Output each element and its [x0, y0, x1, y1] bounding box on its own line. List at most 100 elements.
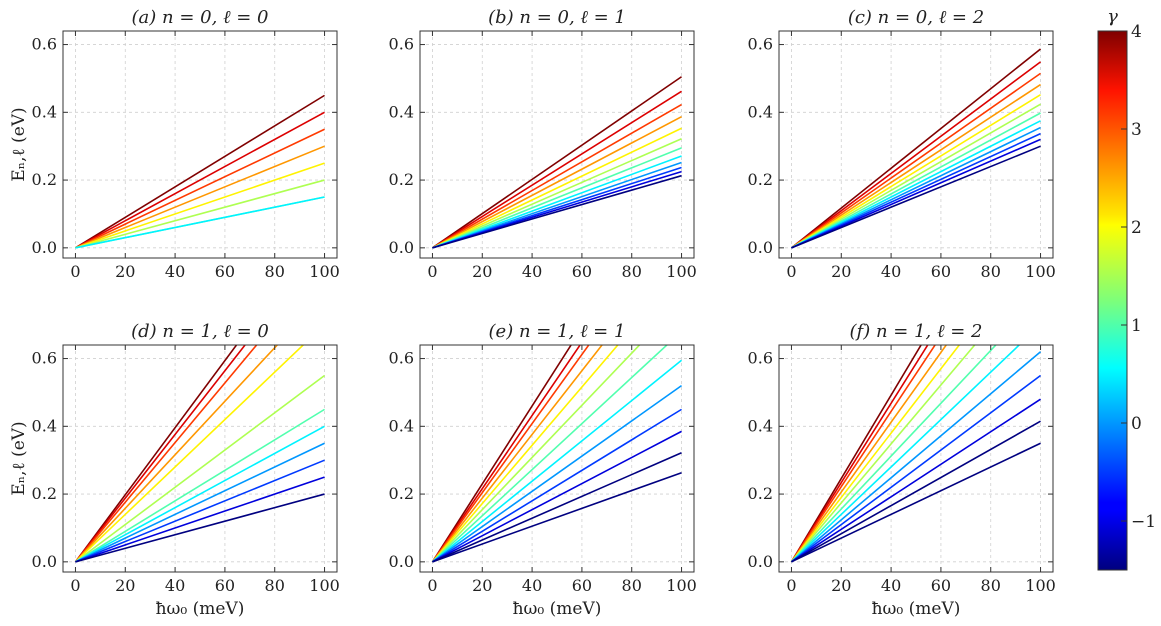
series-line	[790, 345, 922, 563]
axes-frame	[419, 30, 695, 259]
panel-title: (a) n = 0, ℓ = 0	[132, 7, 269, 28]
series-line	[790, 48, 1042, 249]
y-tick-label: 0.2	[32, 170, 57, 189]
series-line	[431, 345, 641, 563]
series-line	[790, 345, 948, 563]
series-line	[791, 112, 1041, 249]
y-tick-label: 0.4	[389, 416, 414, 435]
series-line	[432, 76, 682, 249]
x-tick-label: 0	[427, 576, 437, 595]
x-tick-label: 60	[931, 262, 951, 281]
y-tick-label: 0.0	[389, 238, 414, 257]
x-tick-label: 20	[472, 576, 492, 595]
series-line	[431, 345, 573, 563]
y-tick-label: 0.4	[748, 416, 773, 435]
x-tick-label: 80	[622, 576, 642, 595]
x-tick-label: 100	[1025, 262, 1056, 281]
x-axis-label: ħω₀ (meV)	[872, 599, 961, 619]
series-line	[432, 408, 682, 563]
panel-e: 0 20 40 60 80 100 0.0 0.2 0.4 0.6 (e) n = 1, ℓ = 1…	[389, 321, 697, 619]
series-line	[75, 179, 325, 249]
x-tick-label: 80	[622, 262, 642, 281]
x-tick-label: 80	[981, 576, 1001, 595]
series-line	[432, 138, 682, 249]
series-line	[790, 345, 976, 563]
series-line	[74, 345, 258, 563]
y-tick-label: 0.0	[748, 552, 773, 571]
series-line	[432, 471, 682, 563]
series-line	[432, 430, 682, 563]
y-tick-label: 0.0	[389, 552, 414, 571]
series-line	[75, 459, 325, 563]
series-line	[75, 425, 325, 563]
series-line	[790, 345, 937, 563]
x-tick-label: 20	[115, 262, 135, 281]
x-tick-label: 100	[666, 576, 697, 595]
series-line	[74, 345, 279, 563]
series-line	[432, 452, 682, 563]
panel-a: 0 20 40 60 80 100 0.0 0.2 0.4 0.6 (a) n = 0, ℓ = 0…	[9, 7, 340, 281]
series-line	[75, 493, 325, 563]
series-line	[75, 128, 325, 249]
y-tick-label: 0.2	[389, 170, 414, 189]
axes-frame	[419, 344, 695, 573]
x-tick-label: 40	[165, 262, 185, 281]
series-line	[431, 385, 683, 563]
series-line	[75, 162, 325, 249]
panel-c: 0 20 40 60 80 100 0.0 0.2 0.4 0.6 (c) n = 0, ℓ = 2	[748, 7, 1056, 281]
series-line	[74, 374, 326, 563]
panel-title: (f) n = 1, ℓ = 2	[850, 321, 983, 342]
x-tick-label: 0	[786, 576, 796, 595]
series-line	[791, 126, 1041, 249]
series-line	[431, 345, 669, 563]
y-tick-label: 0.2	[32, 484, 57, 503]
x-tick-label: 0	[427, 262, 437, 281]
series-line	[791, 103, 1041, 249]
x-tick-label: 100	[309, 262, 340, 281]
series-line	[75, 408, 325, 563]
y-tick-label: 0.6	[389, 349, 414, 368]
series-group	[790, 345, 1042, 563]
series-line	[432, 90, 682, 249]
colorbar-label: γ	[1107, 6, 1118, 27]
series-line	[791, 120, 1041, 249]
series-line	[75, 476, 325, 563]
y-axis-label: Eₙ,ℓ (eV)	[9, 421, 29, 495]
series-line	[431, 345, 619, 563]
colorbar-gradient	[1097, 30, 1128, 571]
y-tick-label: 0.2	[748, 170, 773, 189]
series-line	[790, 374, 1042, 563]
series-line	[790, 345, 929, 563]
series-line	[431, 345, 582, 563]
x-tick-label: 40	[522, 262, 542, 281]
x-tick-label: 20	[831, 262, 851, 281]
x-tick-label: 20	[115, 576, 135, 595]
panels-layer: 0 20 40 60 80 100 0.0 0.2 0.4 0.6 (a) n = 0, ℓ = 0…	[9, 7, 1056, 619]
x-tick-label: 80	[265, 576, 285, 595]
x-axis-label: ħω₀ (meV)	[156, 599, 245, 619]
series-line	[791, 138, 1041, 249]
y-tick-label: 0.6	[32, 349, 57, 368]
series-line	[791, 83, 1041, 249]
axes-frame	[778, 344, 1054, 573]
series-line	[790, 61, 1042, 249]
series-line	[790, 345, 997, 563]
series-group	[431, 345, 683, 563]
y-tick-label: 0.2	[389, 484, 414, 503]
series-line	[431, 345, 604, 563]
y-tick-label: 0.2	[748, 484, 773, 503]
x-tick-label: 100	[1025, 576, 1056, 595]
x-axis-label: ħω₀ (meV)	[513, 599, 602, 619]
series-line	[790, 345, 1021, 563]
panel-b: 0 20 40 60 80 100 0.0 0.2 0.4 0.6 (b) n = 0, ℓ = 1	[389, 7, 697, 281]
y-axis-label: Eₙ,ℓ (eV)	[9, 107, 29, 181]
series-line	[432, 174, 682, 249]
series-line	[432, 116, 682, 249]
x-tick-label: 60	[572, 262, 592, 281]
x-tick-label: 20	[472, 262, 492, 281]
panel-d: 0 20 40 60 80 100 0.0 0.2 0.4 0.6 (d) n = 1, ℓ = 0…	[9, 321, 340, 619]
x-tick-label: 60	[572, 576, 592, 595]
x-tick-label: 40	[522, 576, 542, 595]
colorbar-tick-label: 3	[1131, 120, 1142, 140]
panel-f: 0 20 40 60 80 100 0.0 0.2 0.4 0.6 (f) n = 1, ℓ = 2…	[748, 321, 1056, 619]
